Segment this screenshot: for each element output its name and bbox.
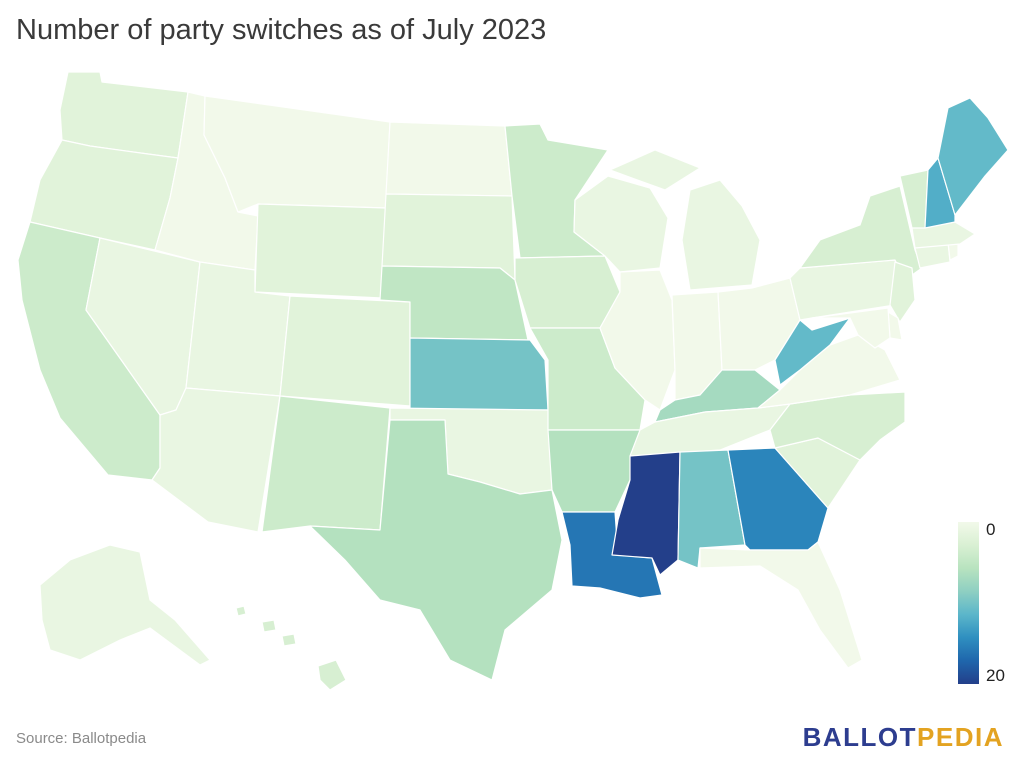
state-west-virginia[interactable]	[774, 317, 851, 386]
state-texas[interactable]	[309, 419, 563, 681]
state-new-mexico[interactable]	[261, 395, 391, 533]
state-iowa[interactable]	[514, 255, 621, 329]
legend-min-label: 0	[986, 520, 996, 539]
state-wyoming[interactable]	[254, 203, 387, 299]
logo-part2: PEDIA	[917, 722, 1004, 752]
state-kansas[interactable]	[409, 337, 549, 411]
state-north-dakota[interactable]	[385, 121, 513, 197]
legend-gradient-bar	[958, 522, 979, 684]
logo-part1: BALLOT	[802, 722, 918, 752]
state-new-hampshire[interactable]	[924, 157, 956, 229]
state-montana[interactable]	[203, 95, 391, 213]
state-new-jersey[interactable]	[889, 261, 916, 323]
source-note: Source: Ballotpedia	[16, 730, 147, 747]
state-arizona[interactable]	[151, 387, 281, 533]
states-layer	[17, 71, 1009, 691]
state-michigan[interactable]	[609, 149, 761, 291]
ballotpedia-logo: BALLOTPEDIA	[803, 722, 1004, 753]
state-alaska[interactable]	[39, 544, 211, 666]
state-illinois[interactable]	[599, 269, 676, 411]
state-maryland[interactable]	[811, 307, 891, 349]
state-hawaii[interactable]	[235, 605, 347, 691]
legend-max-label: 20	[986, 666, 1005, 685]
state-florida[interactable]	[699, 541, 863, 669]
map-title: Number of party switches as of July 2023	[16, 14, 547, 46]
state-wisconsin[interactable]	[573, 175, 669, 273]
state-maine[interactable]	[937, 97, 1009, 216]
state-colorado[interactable]	[279, 295, 411, 407]
